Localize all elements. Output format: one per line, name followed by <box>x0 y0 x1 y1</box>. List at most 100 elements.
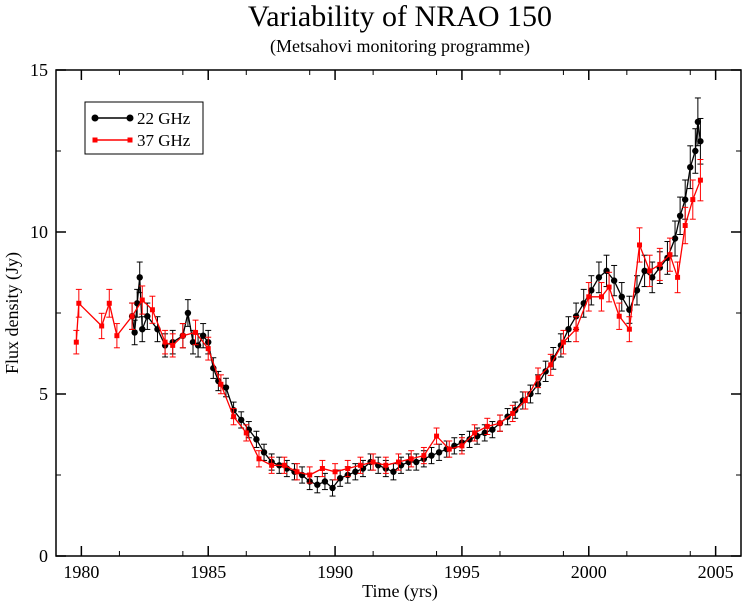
y-tick-label: 15 <box>30 60 48 80</box>
data-point <box>548 362 554 368</box>
data-point <box>595 274 603 281</box>
series-line <box>75 179 702 476</box>
y-tick-label: 0 <box>39 546 48 566</box>
data-point <box>73 339 79 345</box>
data-point <box>649 274 656 281</box>
data-point <box>189 338 197 346</box>
data-point <box>253 436 260 443</box>
data-point <box>243 430 249 436</box>
data-point <box>675 274 681 280</box>
data-point <box>446 446 452 452</box>
legend-box <box>84 101 204 155</box>
x-tick-label: 1995 <box>444 562 480 582</box>
data-point <box>484 423 490 429</box>
series-layer <box>73 97 704 497</box>
data-point <box>352 468 359 475</box>
series-22-ghz <box>128 97 704 497</box>
data-point <box>573 326 579 332</box>
data-point <box>332 469 338 475</box>
data-point <box>99 323 105 329</box>
data-point <box>510 410 516 416</box>
data-point <box>194 342 202 349</box>
data-point <box>637 242 643 248</box>
data-point <box>139 297 145 303</box>
data-point <box>598 294 604 300</box>
data-point <box>616 313 622 319</box>
data-point <box>694 118 702 126</box>
data-point <box>170 342 176 348</box>
x-tick-label: 1980 <box>63 562 99 582</box>
data-point <box>383 462 389 468</box>
data-point <box>542 368 549 375</box>
data-point <box>370 459 376 465</box>
data-point <box>314 481 321 488</box>
data-point <box>690 197 696 203</box>
data-point <box>421 453 427 459</box>
data-point <box>618 293 625 300</box>
data-point <box>697 177 703 183</box>
legend-label-37ghz: 37 GHz <box>137 131 191 150</box>
data-point <box>162 339 168 345</box>
data-point <box>205 346 211 352</box>
data-point <box>687 164 694 171</box>
data-point <box>307 472 313 478</box>
legend-marker-22ghz <box>91 114 99 122</box>
data-point <box>260 449 268 456</box>
data-point <box>434 433 440 439</box>
data-point <box>610 277 618 284</box>
data-point <box>256 456 262 462</box>
data-point <box>218 381 224 387</box>
data-point <box>667 252 673 258</box>
y-tick-label: 10 <box>30 222 48 242</box>
data-point <box>294 469 300 475</box>
data-point <box>199 332 207 339</box>
data-point <box>681 196 689 203</box>
y-axis-label: Flux density (Jy) <box>2 252 23 374</box>
series-37-ghz <box>73 158 704 484</box>
x-axis: 1980 1985 1990 1995 2000 2005 <box>55 70 734 582</box>
data-point <box>129 313 135 319</box>
chart-subtitle: (Metsahovi monitoring programme) <box>270 36 530 57</box>
data-point <box>144 313 151 320</box>
data-point <box>606 284 612 290</box>
data-point <box>657 261 663 267</box>
data-point <box>472 430 478 436</box>
x-tick-label: 2000 <box>571 562 607 582</box>
data-point <box>396 459 401 465</box>
data-point <box>466 436 473 443</box>
chart-title: Variability of NRAO 150 <box>248 0 552 33</box>
data-point <box>565 326 572 333</box>
data-point <box>114 333 120 339</box>
legend-label-22ghz: 22 GHz <box>137 109 191 128</box>
data-point <box>535 375 541 381</box>
legend-marker-37ghz-end <box>127 137 133 143</box>
data-point <box>428 452 435 459</box>
data-point <box>413 458 420 466</box>
data-point <box>497 420 503 426</box>
x-tick-label: 1985 <box>190 562 226 582</box>
data-point <box>671 235 679 242</box>
data-point <box>676 212 684 219</box>
data-point <box>560 339 566 345</box>
data-point <box>131 329 138 336</box>
data-point <box>184 309 192 317</box>
legend-marker-22ghz-end <box>126 114 134 122</box>
legend: 22 GHz 37 GHz <box>84 101 204 155</box>
data-point <box>692 147 699 155</box>
data-point <box>269 462 275 468</box>
data-point <box>106 300 112 306</box>
data-point <box>633 287 641 294</box>
data-point <box>222 384 230 391</box>
data-point <box>522 397 528 403</box>
x-tick-label: 1990 <box>317 562 353 582</box>
data-point <box>641 267 648 275</box>
data-point <box>180 333 186 339</box>
data-point <box>149 307 155 313</box>
data-point <box>139 326 146 333</box>
data-point <box>345 466 351 472</box>
data-point <box>336 475 344 482</box>
data-point <box>193 329 199 335</box>
data-point <box>329 484 336 492</box>
data-point <box>319 466 325 472</box>
